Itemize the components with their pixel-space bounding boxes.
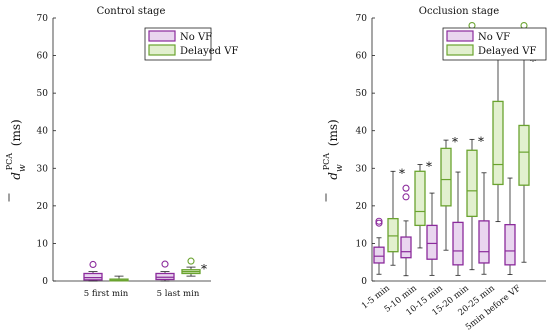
y-tick-label: 70	[356, 14, 368, 24]
outlier-point	[402, 184, 410, 192]
y-tick-label: 30	[37, 164, 49, 174]
box-no-vf	[426, 192, 438, 276]
y-label-sup: PCA	[5, 153, 14, 171]
legend-swatch	[148, 30, 176, 42]
outlier-point	[402, 193, 410, 201]
x-tick-label: 5 first min	[84, 289, 129, 299]
y-label-sub: w	[335, 164, 345, 172]
y-tick-label: 40	[37, 127, 49, 137]
legend-label: Delayed VF	[478, 46, 536, 57]
significance-star: *	[399, 166, 405, 180]
y-label-unit: (ms)	[9, 119, 23, 150]
legend-label: No VF	[478, 32, 510, 43]
box-iqr	[518, 124, 530, 186]
box-delayed-vf: *	[387, 166, 405, 266]
box-no-vf	[83, 260, 103, 282]
significance-star: *	[201, 262, 207, 276]
box-iqr	[440, 147, 452, 207]
box-iqr	[492, 100, 504, 186]
box-iqr	[452, 221, 464, 266]
y-tick-label: 10	[37, 239, 49, 249]
outlier-point	[375, 217, 383, 225]
box-no-vf	[373, 217, 385, 275]
significance-star: *	[530, 54, 536, 68]
outlier-point	[89, 260, 97, 269]
y-label-unit: (ms)	[326, 119, 340, 150]
legend-label: Delayed VF	[180, 46, 238, 57]
box-iqr	[478, 220, 490, 264]
y-label-main: d	[9, 172, 23, 180]
y-tick-label: 50	[37, 89, 49, 99]
box-iqr	[400, 236, 412, 259]
chart-panel-0: Control stage 0 10 20 30 40 50 60 70 dw PCA (ms) 5 …	[5, 6, 238, 299]
box-iqr	[426, 224, 438, 260]
y-axis-label: dw PCA (ms)	[5, 119, 28, 202]
chart-panel-1: Occlusion stage 0 10 20 30 40 50 60 70 dw PCA (ms)…	[322, 6, 547, 333]
y-tick-label: 30	[356, 164, 368, 174]
box-iqr	[387, 217, 399, 253]
box-no-vf	[504, 177, 516, 276]
y-tick-label: 50	[356, 89, 368, 99]
box-no-vf	[155, 260, 175, 282]
y-tick-label: 60	[37, 52, 49, 62]
box-delayed-vf: *	[414, 160, 432, 249]
box-delayed-vf	[109, 275, 129, 282]
y-tick-label: 0	[361, 277, 367, 287]
y-label-main: d	[326, 172, 340, 180]
y-axis-label: dw PCA (ms)	[322, 119, 345, 202]
significance-star: *	[478, 134, 484, 148]
legend-swatch	[446, 44, 474, 56]
box-iqr	[504, 223, 516, 266]
outlier-point	[161, 260, 169, 268]
y-label-sup: PCA	[322, 153, 331, 171]
box-no-vf	[478, 172, 490, 275]
chart-title: Control stage	[97, 6, 166, 17]
outlier-point	[187, 257, 195, 265]
y-label-sub: w	[18, 164, 28, 172]
box-iqr	[155, 272, 175, 281]
box-no-vf	[400, 184, 412, 277]
box-delayed-vf	[492, 58, 504, 223]
legend: No VF Delayed VF	[144, 27, 238, 61]
box-no-vf	[452, 171, 464, 276]
box-delayed-vf: *	[466, 21, 484, 271]
box-iqr	[414, 170, 426, 227]
significance-star: *	[452, 135, 458, 149]
x-tick-label: 5 last min	[157, 289, 200, 299]
y-tick-label: 0	[42, 277, 48, 287]
legend-swatch	[148, 44, 176, 56]
y-tick-label: 20	[37, 202, 49, 212]
significance-star: *	[426, 160, 432, 174]
box-iqr	[466, 149, 478, 218]
y-tick-label: 20	[356, 202, 368, 212]
y-tick-label: 10	[356, 239, 368, 249]
box-iqr	[373, 246, 385, 264]
y-tick-label: 70	[37, 14, 49, 24]
box-iqr	[83, 272, 103, 281]
box-delayed-vf: *	[440, 135, 458, 251]
box-delayed-vf: *	[181, 257, 207, 277]
chart-title: Occlusion stage	[419, 6, 500, 17]
y-axis-label-text: dw PCA (ms)	[5, 119, 28, 179]
y-tick-label: 60	[356, 52, 368, 62]
legend: No VF Delayed VF	[442, 27, 547, 61]
y-axis-label-text: dw PCA (ms)	[322, 119, 345, 179]
legend-swatch	[446, 30, 474, 42]
legend-label: No VF	[180, 32, 212, 43]
y-tick-label: 40	[356, 127, 368, 137]
